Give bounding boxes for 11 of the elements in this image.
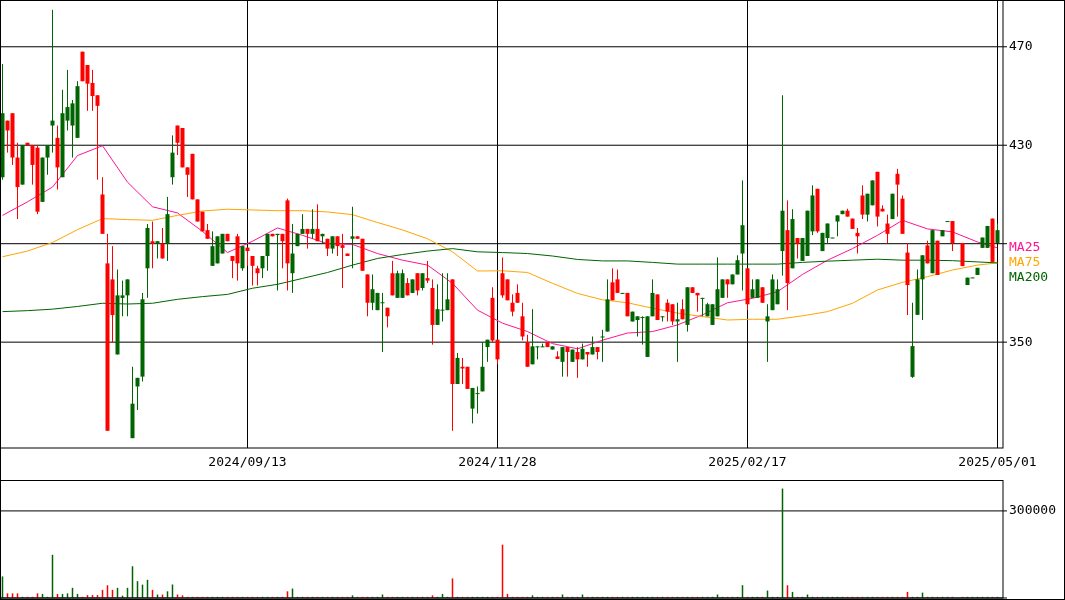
series-label: MA200 [1009,269,1049,285]
y-tick-label: 470 [1009,38,1033,54]
x-tick-label: 2025/05/01 [958,454,1037,469]
y-tick-label: 430 [1009,136,1033,152]
x-tick-label: 2025/02/17 [708,454,787,469]
x-tick-label: 2024/09/13 [208,454,287,469]
y-tick-label: 350 [1009,333,1033,349]
x-tick-label: 2024/11/28 [458,454,537,469]
series-label: MA75 [1009,254,1041,270]
y-tick-label: 300000 [1009,502,1056,518]
series-label: MA25 [1009,239,1041,255]
